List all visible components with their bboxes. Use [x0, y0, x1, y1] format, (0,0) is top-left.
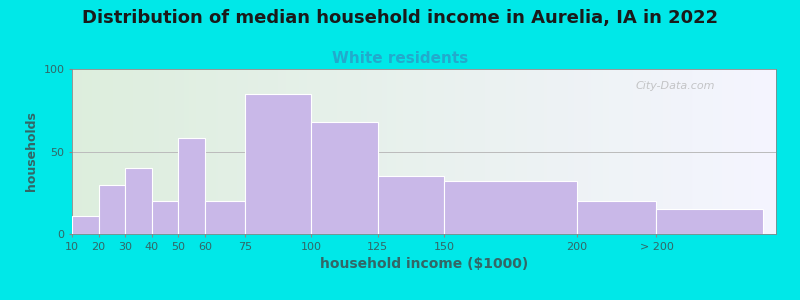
Bar — [72, 216, 98, 234]
Bar — [378, 176, 444, 234]
Bar — [178, 138, 205, 234]
Y-axis label: households: households — [25, 112, 38, 191]
Text: Distribution of median household income in Aurelia, IA in 2022: Distribution of median household income … — [82, 9, 718, 27]
Bar — [311, 122, 378, 234]
Text: White residents: White residents — [332, 51, 468, 66]
Bar — [125, 168, 152, 234]
Bar — [577, 201, 657, 234]
Bar — [245, 94, 311, 234]
Bar — [444, 181, 577, 234]
Bar — [205, 201, 245, 234]
Bar — [98, 184, 125, 234]
X-axis label: household income ($1000): household income ($1000) — [320, 257, 528, 271]
Bar — [152, 201, 178, 234]
Bar — [657, 209, 762, 234]
Text: City-Data.com: City-Data.com — [635, 80, 714, 91]
